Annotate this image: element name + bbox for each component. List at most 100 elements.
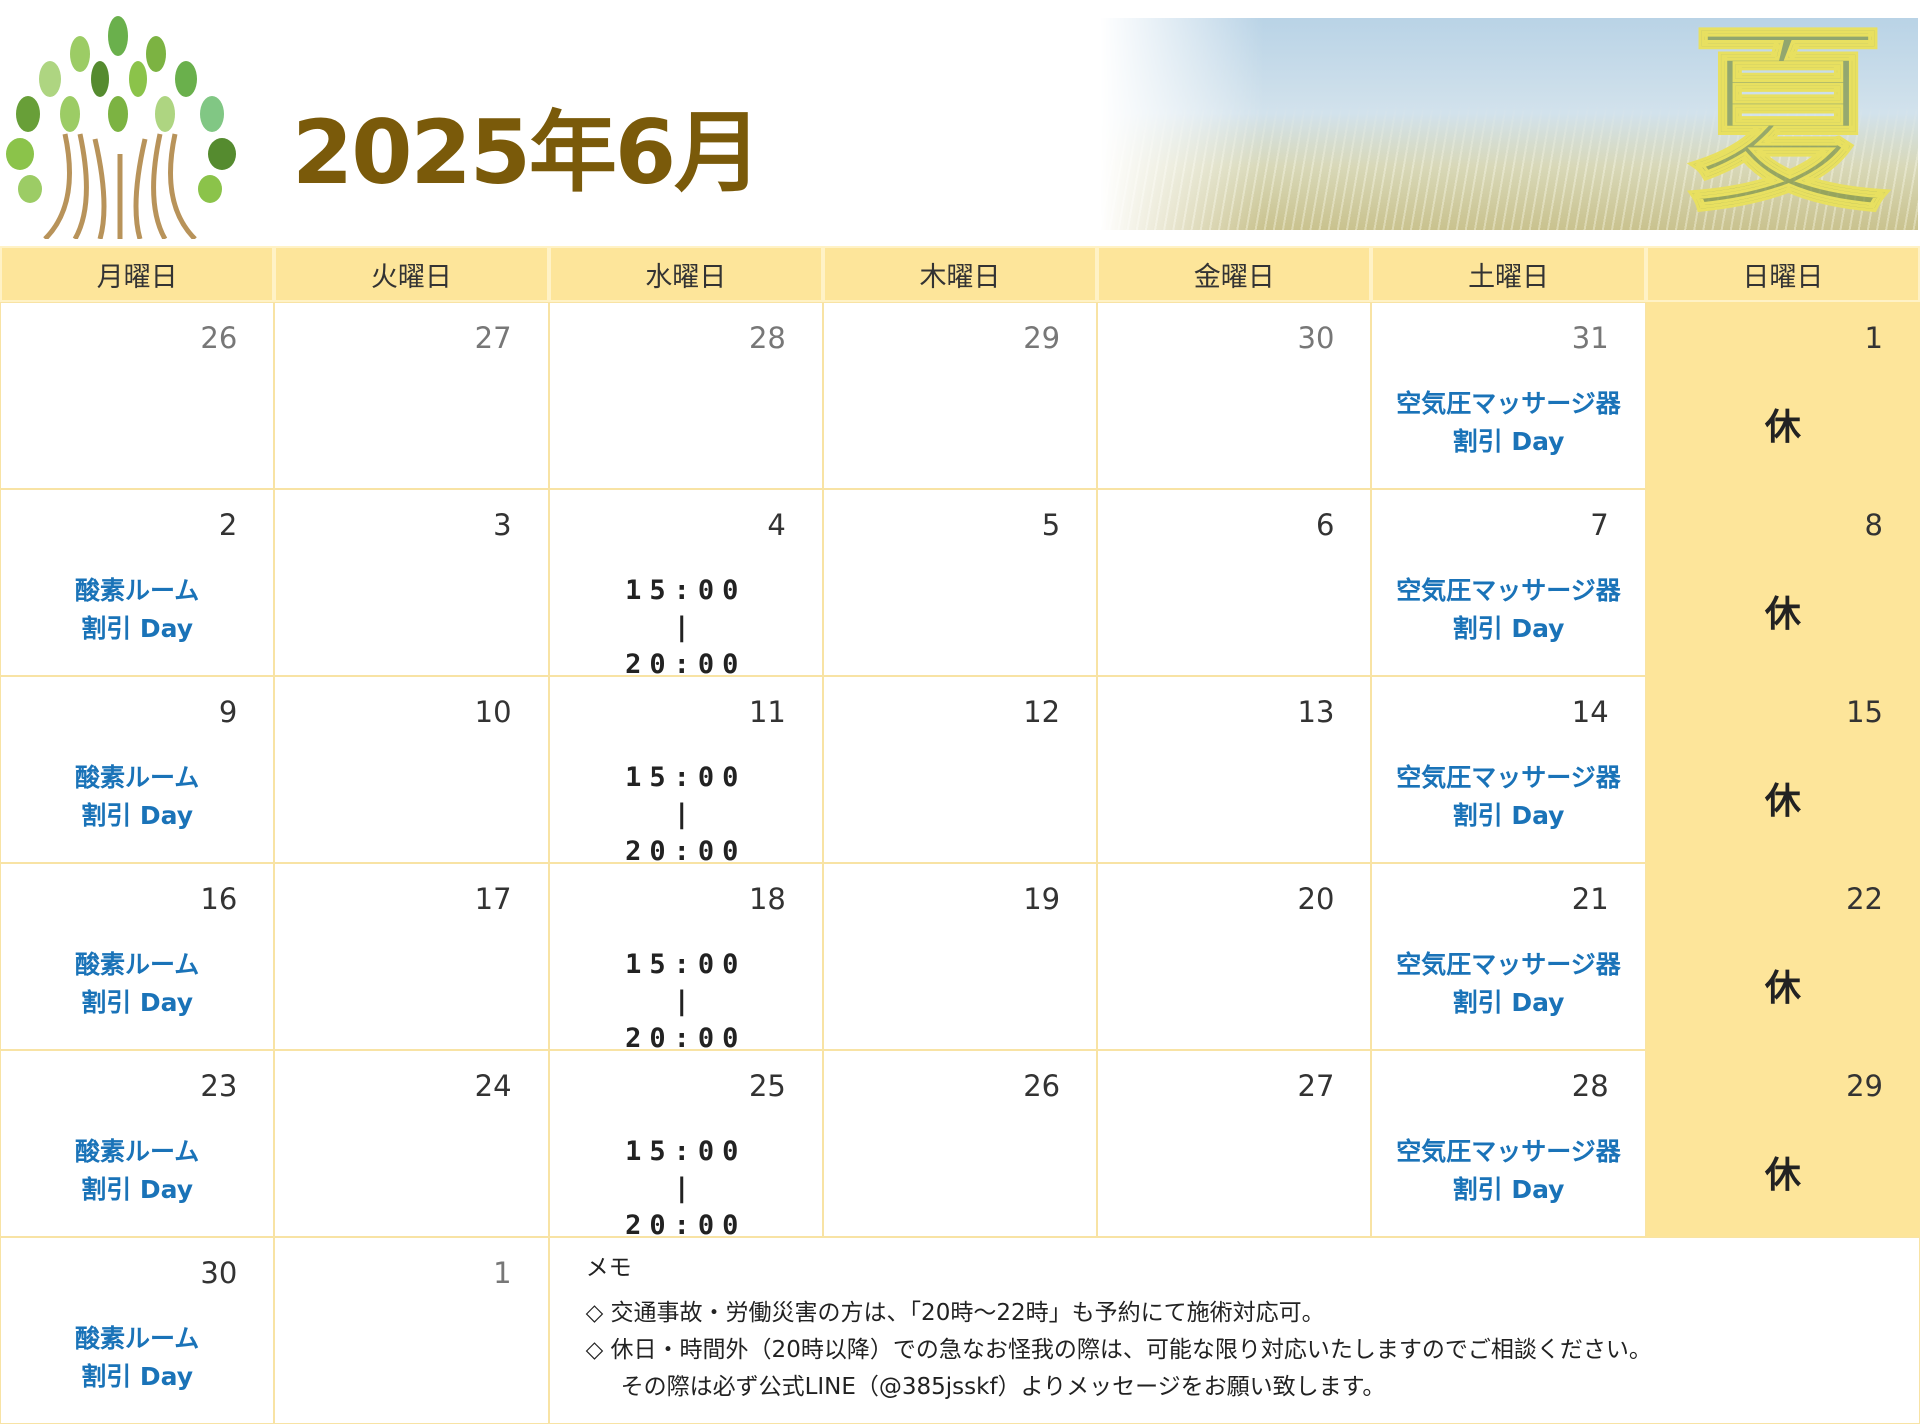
day-cell[interactable]: 14 空気圧マッサージ器 割引 Day [1371, 676, 1646, 863]
day-cell[interactable]: 28 [548, 302, 823, 489]
day-number: 2 [218, 508, 238, 542]
day-number: 28 [748, 321, 786, 355]
oxygen-room-discount-line: 酸素ルーム [75, 763, 200, 792]
oxygen-room-discount: 酸素ルーム 割引 Day [1, 946, 273, 1022]
massage-discount-line: 空気圧マッサージ器 [1396, 763, 1621, 792]
day-cell[interactable]: 4 15:00 | 20:00 [548, 489, 823, 680]
day-cell[interactable]: 7 空気圧マッサージ器 割引 Day [1371, 489, 1646, 676]
memo-box: メモ ◇ 交通事故・労働災害の方は、「20時～22時」も予約にて施術対応可。 ◇ 休… [548, 1237, 1920, 1424]
day-cell[interactable]: 31 空気圧マッサージ器 割引 Day [1371, 302, 1646, 489]
day-cell[interactable]: 11 15:00 | 20:00 [548, 676, 823, 867]
memo-title: メモ [585, 1255, 632, 1281]
oxygen-room-discount-line: 酸素ルーム [75, 1137, 200, 1166]
hours-line: 20:00 [625, 836, 747, 867]
page-title: 2025年6月 [292, 101, 762, 204]
day-cell[interactable]: 24 [274, 1050, 549, 1237]
memo-line: その際は必ず公式LINE（@385jsskf）よりメッセージをお願い致します。 [620, 1374, 1386, 1400]
day-cell[interactable]: 18 15:00 | 20:00 [548, 863, 823, 1054]
massage-discount-line: 割引 Day [1452, 988, 1565, 1017]
day-number: 27 [474, 321, 512, 355]
hours-line: 15:00 [625, 949, 747, 980]
day-number: 10 [474, 695, 512, 729]
day-cell[interactable]: 30 酸素ルーム 割引 Day [0, 1237, 275, 1424]
day-cell[interactable]: 6 [1097, 489, 1372, 676]
calendar-grid: 月曜日 火曜日 水曜日 木曜日 金曜日 土曜日 日曜日 26 27 28 29 30 31 空気圧マッサー… [0, 246, 1920, 1424]
weekday-header: 日曜日 [1645, 246, 1920, 302]
day-cell[interactable]: 20 [1097, 863, 1372, 1050]
oxygen-room-discount: 酸素ルーム 割引 Day [1, 572, 273, 648]
day-number: 15 [1846, 695, 1883, 729]
day-cell[interactable]: 30 [1097, 302, 1372, 489]
day-number: 21 [1571, 882, 1609, 916]
day-cell[interactable]: 27 [274, 302, 549, 489]
day-cell[interactable]: 9 酸素ルーム割引 Day [0, 676, 275, 863]
day-cell[interactable]: 26 [822, 1050, 1098, 1237]
weekday-header: 木曜日 [822, 246, 1098, 302]
day-cell[interactable]: 15 休 [1645, 676, 1920, 863]
day-cell[interactable]: 29 休 [1645, 1050, 1920, 1237]
day-number: 7 [1590, 508, 1609, 542]
day-number: 9 [218, 695, 238, 729]
oxygen-room-discount-line: 割引 Day [81, 801, 194, 830]
oxygen-room-discount: 酸素ルーム割引 Day [1, 759, 273, 835]
day-number: 3 [493, 508, 512, 542]
hours: 15:00 | 20:00 [550, 1133, 822, 1244]
day-cell[interactable]: 22 休 [1645, 863, 1920, 1050]
day-number: 29 [1846, 1069, 1883, 1103]
day-number: 6 [1315, 508, 1335, 542]
day-cell[interactable]: 1 [274, 1237, 549, 1424]
day-cell[interactable]: 23 酸素ルーム 割引 Day [0, 1050, 275, 1237]
oxygen-room-discount-line: 酸素ルーム [75, 576, 200, 605]
massage-discount-line: 割引 Day [1452, 427, 1565, 456]
hours-line: 15:00 [625, 1136, 747, 1167]
day-number: 18 [748, 882, 786, 916]
weekday-header: 土曜日 [1371, 246, 1646, 302]
day-number: 12 [1023, 695, 1061, 729]
summer-banner-image: 夏 [1100, 6, 1918, 239]
hours-line: 15:00 [625, 575, 747, 606]
day-cell[interactable]: 28 空気圧マッサージ器 割引 Day [1371, 1050, 1646, 1237]
day-cell[interactable]: 17 [274, 863, 549, 1050]
day-cell[interactable]: 10 [274, 676, 549, 863]
massage-discount: 空気圧マッサージ器 割引 Day [1372, 385, 1644, 461]
day-cell[interactable]: 12 [822, 676, 1098, 863]
day-number: 1 [1864, 321, 1883, 355]
day-number: 26 [200, 321, 238, 355]
day-cell[interactable]: 25 15:00 | 20:00 [548, 1050, 823, 1241]
day-cell[interactable]: 2 酸素ルーム 割引 Day [0, 489, 275, 676]
day-cell[interactable]: 13 [1097, 676, 1372, 863]
day-cell[interactable]: 27 [1097, 1050, 1372, 1237]
day-cell[interactable]: 26 [0, 302, 275, 489]
oxygen-room-discount-line: 割引 Day [81, 1362, 194, 1391]
day-cell[interactable]: 5 [822, 489, 1098, 676]
massage-discount-line: 空気圧マッサージ器 [1396, 389, 1621, 418]
hours: 15:00 | 20:00 [550, 759, 822, 870]
hours-line: 15:00 [625, 762, 747, 793]
hours-line: | [673, 1173, 698, 1204]
day-number: 4 [767, 508, 786, 542]
day-number: 1 [493, 1256, 512, 1290]
day-cell[interactable]: 16 酸素ルーム 割引 Day [0, 863, 275, 1050]
day-cell[interactable]: 29 [822, 302, 1098, 489]
memo-line: ◇ 交通事故・労働災害の方は、「20時～22時」も予約にて施術対応可。 [585, 1300, 1325, 1326]
closed-label: 休 [1764, 1155, 1801, 1196]
day-number: 22 [1846, 882, 1883, 916]
day-cell[interactable]: 19 [822, 863, 1098, 1050]
hours: 15:00 | 20:00 [550, 946, 822, 1057]
tree-logo [6, 16, 236, 239]
season-kanji: 夏 [1686, 6, 1889, 239]
day-number: 30 [200, 1256, 238, 1290]
day-cell[interactable]: 21 空気圧マッサージ器 割引 Day [1371, 863, 1646, 1050]
closed-label: 休 [1764, 407, 1801, 448]
day-number: 25 [748, 1069, 786, 1103]
massage-discount: 空気圧マッサージ器 割引 Day [1372, 759, 1644, 835]
oxygen-room-discount-line: 割引 Day [81, 1175, 194, 1204]
day-number: 8 [1864, 508, 1883, 542]
hours-line: | [673, 799, 698, 830]
day-number: 20 [1297, 882, 1335, 916]
day-cell[interactable]: 3 [274, 489, 549, 676]
hours-line: | [673, 612, 698, 643]
weekday-header: 月曜日 [0, 246, 275, 302]
